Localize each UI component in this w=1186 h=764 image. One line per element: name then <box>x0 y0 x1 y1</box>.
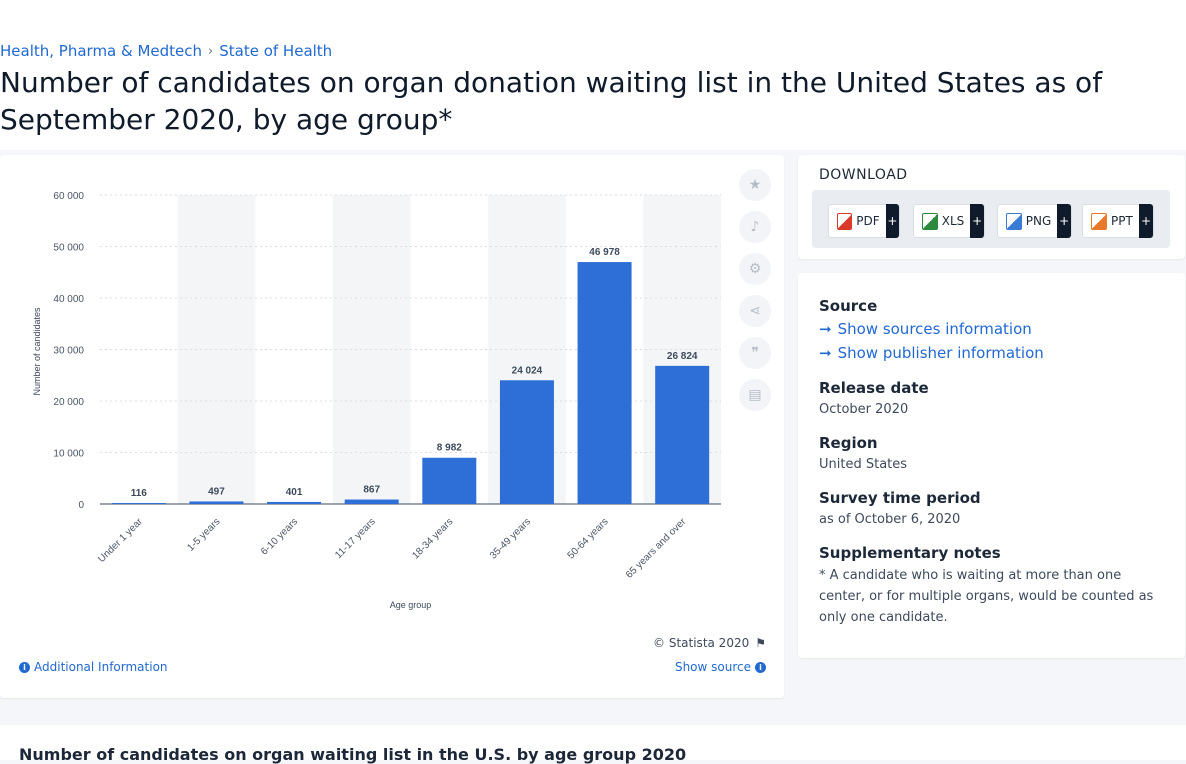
bar-1-5-years[interactable] <box>189 501 244 504</box>
breadcrumb-item-state-of-health[interactable]: State of Health <box>219 42 333 60</box>
info-icon: i <box>755 661 766 673</box>
chevron-right-icon: › <box>208 43 214 59</box>
bar-6-10-years[interactable] <box>267 501 322 504</box>
download-ppt-button[interactable]: PPT + <box>1082 204 1154 238</box>
plus-icon: + <box>1139 204 1153 238</box>
download-pdf-button[interactable]: PDF + <box>828 204 900 238</box>
bar-65-years-and-over[interactable] <box>655 365 710 504</box>
y-tick-label: 20 000 <box>53 397 84 408</box>
gear-icon[interactable]: ⚙ <box>739 253 771 285</box>
y-axis-title: Number of candidates <box>32 307 42 396</box>
plus-icon: + <box>970 204 984 238</box>
show-sources-label: Show sources information <box>837 320 1032 338</box>
print-icon[interactable]: ▤ <box>739 379 771 411</box>
y-tick-label: 10 000 <box>53 449 84 460</box>
x-tick-label: 50-64 years <box>566 516 611 561</box>
data-label: 46 978 <box>589 247 620 258</box>
additional-info-label: Additional Information <box>34 660 168 674</box>
bar-under-1-year[interactable] <box>111 503 166 504</box>
additional-info-link[interactable]: i Additional Information <box>19 660 168 674</box>
show-publisher-label: Show publisher information <box>837 344 1044 362</box>
pdf-file-icon <box>837 212 853 230</box>
xls-file-icon <box>922 212 938 230</box>
data-label: 26 824 <box>667 351 698 362</box>
page-title: Number of candidates on organ donation w… <box>0 66 1103 136</box>
download-png-label: PNG <box>1025 214 1052 228</box>
supplementary-notes-label: Supplementary notes <box>819 544 1001 562</box>
download-xls-label: XLS <box>941 214 965 228</box>
plus-icon: + <box>1057 204 1071 238</box>
info-card: Source ➞ Show sources information ➞ Show… <box>798 273 1185 658</box>
chart-card: 0 10 000 20 000 30 000 40 000 50 000 60 000 116… <box>0 155 784 698</box>
ppt-file-icon <box>1091 212 1107 230</box>
show-sources-link[interactable]: ➞ Show sources information <box>819 320 1032 338</box>
flag-icon[interactable]: ⚑ <box>755 636 766 650</box>
download-ppt-label: PPT <box>1111 214 1133 228</box>
region-label: Region <box>819 434 878 452</box>
x-tick-label: 18-34 years <box>410 516 455 561</box>
release-date-label: Release date <box>819 379 929 397</box>
bar-11-17-years[interactable] <box>344 499 399 504</box>
breadcrumb-item-health[interactable]: Health, Pharma & Medtech <box>0 42 203 60</box>
x-axis-title: Age group <box>390 600 432 610</box>
share-icon[interactable]: ⋖ <box>739 295 771 327</box>
quote-icon[interactable]: ❞ <box>739 337 771 369</box>
chart-tools: ★ ♪ ⚙ ⋖ ❞ ▤ <box>739 169 771 421</box>
star-icon[interactable]: ★ <box>739 169 771 201</box>
download-xls-button[interactable]: XLS + <box>913 204 985 238</box>
bar-18-34-years[interactable] <box>422 457 477 504</box>
download-title: DOWNLOAD <box>819 167 908 183</box>
data-label: 497 <box>208 486 225 497</box>
survey-period-value: as of October 6, 2020 <box>819 512 961 527</box>
arrow-right-icon: ➞ <box>819 344 832 362</box>
download-buttons: PDF + XLS + PNG + PPT + <box>812 190 1170 248</box>
y-tick-label: 50 000 <box>53 243 84 254</box>
survey-period-label: Survey time period <box>819 489 981 507</box>
data-label: 116 <box>131 488 148 499</box>
x-tick-label: 6-10 years <box>259 516 300 557</box>
x-tick-label: 11-17 years <box>333 516 378 561</box>
release-date-value: October 2020 <box>819 402 909 417</box>
y-tick-label: 0 <box>78 500 84 511</box>
copyright-text: © Statista 2020 <box>653 636 750 650</box>
y-tick-label: 40 000 <box>53 294 84 305</box>
plus-icon: + <box>885 204 899 238</box>
x-tick-label: 1-5 years <box>185 516 222 553</box>
bar-50-64-years[interactable] <box>577 262 632 504</box>
download-card: DOWNLOAD PDF + XLS + PNG + PPT + <box>798 155 1185 259</box>
show-source-label: Show source <box>674 660 751 674</box>
bar-chart: 0 10 000 20 000 30 000 40 000 50 000 60 000 116… <box>32 191 721 610</box>
x-tick-label: Under 1 year <box>96 516 145 565</box>
show-source-link[interactable]: Show source i <box>675 660 766 674</box>
y-tick-label: 60 000 <box>53 191 84 202</box>
x-tick-label: 65 years and over <box>624 516 689 581</box>
arrow-right-icon: ➞ <box>819 320 832 338</box>
png-file-icon <box>1006 212 1022 230</box>
source-label: Source <box>819 297 878 315</box>
copyright: © Statista 2020 ⚑ <box>653 636 766 650</box>
top-bar <box>0 0 1186 40</box>
info-icon: i <box>19 661 30 673</box>
x-tick-label: 35-49 years <box>488 516 533 561</box>
data-label: 24 024 <box>512 365 543 376</box>
show-publisher-link[interactable]: ➞ Show publisher information <box>819 344 1044 362</box>
region-value: United States <box>819 457 908 472</box>
data-label: 867 <box>363 485 380 496</box>
bell-icon[interactable]: ♪ <box>739 211 771 243</box>
bar-35-49-years[interactable] <box>499 380 554 504</box>
related-title[interactable]: Number of candidates on organ waiting li… <box>19 745 687 764</box>
related-section: Number of candidates on organ waiting li… <box>0 725 1186 764</box>
data-label: 8 982 <box>437 443 462 454</box>
download-png-button[interactable]: PNG + <box>997 204 1072 238</box>
download-pdf-label: PDF <box>856 214 880 228</box>
breadcrumb: Health, Pharma & Medtech › State of Heal… <box>0 42 332 60</box>
supplementary-notes-value: * A candidate who is waiting at more tha… <box>819 568 1154 625</box>
y-tick-label: 30 000 <box>53 346 84 357</box>
data-label: 401 <box>286 487 303 498</box>
